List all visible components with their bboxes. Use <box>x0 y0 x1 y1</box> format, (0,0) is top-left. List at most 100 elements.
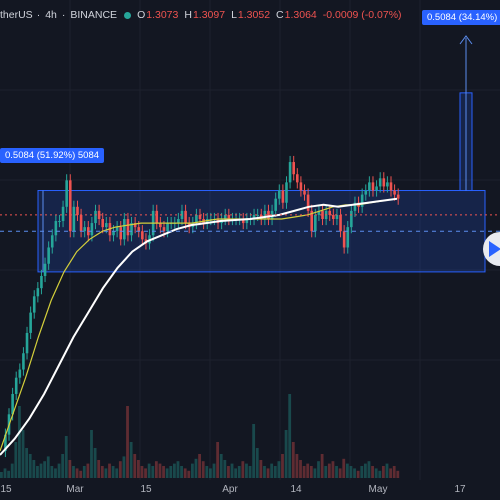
candle-body <box>126 219 130 236</box>
volume-bar <box>270 463 274 478</box>
volume-bar <box>216 442 220 478</box>
candle-body <box>11 393 14 415</box>
x-tick: 14 <box>290 484 302 495</box>
candle-body <box>162 227 166 232</box>
x-tick: 17 <box>454 484 466 495</box>
volume-bar <box>57 463 61 478</box>
volume-bar <box>172 463 176 478</box>
volume-bar <box>205 466 209 478</box>
volume-bar <box>331 461 335 478</box>
volume-bar <box>75 468 79 478</box>
volume-bar <box>97 460 101 478</box>
volume-bar <box>374 468 378 478</box>
measure-label-right[interactable]: 0.5084 (34.14%) 5 <box>422 10 500 25</box>
volume-bar <box>396 470 400 478</box>
play-button[interactable] <box>483 232 500 266</box>
candle-body <box>177 219 180 224</box>
measure-label-left[interactable]: 0.5084 (51.92%) 5084 <box>0 148 105 163</box>
candle-body <box>332 214 335 219</box>
candle-body <box>389 182 393 191</box>
candle-body <box>274 198 277 211</box>
volume-bars <box>0 394 400 478</box>
volume-bar <box>165 468 169 478</box>
candle-body <box>288 162 292 183</box>
candle-body <box>256 214 259 216</box>
candle-body <box>292 162 295 175</box>
volume-bar <box>18 406 21 478</box>
volume-bar <box>64 436 68 478</box>
candle-body <box>396 194 400 199</box>
candle-body <box>295 174 299 183</box>
volume-bar <box>324 466 328 478</box>
volume-bar <box>10 463 14 478</box>
volume-bar <box>223 460 227 478</box>
candle-body <box>267 210 270 219</box>
candle-body <box>339 214 342 232</box>
candle-body <box>245 219 249 224</box>
volume-bar <box>126 406 129 478</box>
volume-bar <box>277 461 281 478</box>
candle-body <box>346 227 350 248</box>
volume-bar <box>14 442 18 478</box>
ohlc-value: 1.3052 <box>237 9 271 21</box>
candle-body <box>317 210 321 215</box>
volume-bar <box>108 463 111 478</box>
candle-body <box>350 210 353 228</box>
volume-bar <box>36 466 39 478</box>
candle-body <box>393 190 396 195</box>
candle-body <box>101 219 105 228</box>
dot-separator: · <box>61 9 66 21</box>
candle-body <box>54 221 58 236</box>
candle-body <box>90 223 94 236</box>
candle-body <box>270 210 274 219</box>
volume-bar <box>46 456 50 478</box>
volume-bar <box>245 463 248 478</box>
volume-bar <box>201 461 205 478</box>
candle-body <box>195 214 198 224</box>
volume-bar <box>180 466 183 478</box>
candle-body <box>130 223 133 236</box>
symbol-name[interactable]: therUS <box>0 9 33 21</box>
volume-bar <box>3 468 7 478</box>
volume-bar <box>183 468 187 478</box>
volume-bar <box>273 466 277 478</box>
candle-body <box>72 206 76 232</box>
candle-body <box>22 353 25 370</box>
candle-body <box>335 214 339 219</box>
candle-body <box>25 332 29 354</box>
volume-bar <box>227 466 230 478</box>
candle-body <box>137 227 141 232</box>
volume-bar <box>241 461 245 478</box>
volume-bar <box>100 466 104 478</box>
candle-body <box>14 377 18 394</box>
volume-bar <box>212 463 216 478</box>
volume-bar <box>50 466 54 478</box>
candle-body <box>61 206 65 222</box>
ohlc-value: 1.3097 <box>192 9 226 21</box>
volume-bar <box>317 461 320 478</box>
candle-body <box>303 190 306 195</box>
exchange-label: BINANCE <box>70 9 118 21</box>
candle-body <box>252 214 256 219</box>
volume-bar <box>79 470 83 478</box>
volume-bar <box>151 466 155 478</box>
interval-label[interactable]: 4h <box>45 9 57 21</box>
candle-body <box>83 227 86 232</box>
volume-bar <box>349 466 353 478</box>
moving-averages <box>0 197 398 456</box>
volume-bar <box>320 454 324 478</box>
volume-bar <box>86 463 90 478</box>
candle-body <box>310 210 314 232</box>
candle-body <box>386 182 389 187</box>
x-tick: Apr <box>222 484 238 495</box>
range-boxes <box>37 92 486 273</box>
candle-body <box>18 369 22 378</box>
volume-bar <box>313 468 317 478</box>
candle-body <box>105 223 108 228</box>
candle-body <box>166 223 169 232</box>
volume-bar <box>342 458 346 478</box>
volume-bar <box>72 466 75 478</box>
